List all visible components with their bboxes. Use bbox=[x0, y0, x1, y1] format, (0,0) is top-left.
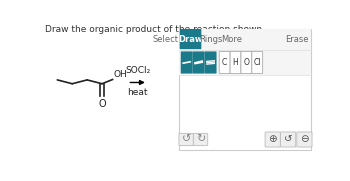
Text: ↻: ↻ bbox=[196, 134, 205, 144]
Text: ↺: ↺ bbox=[284, 134, 293, 144]
Text: Draw: Draw bbox=[178, 35, 203, 44]
Text: SOCl₂: SOCl₂ bbox=[125, 66, 150, 75]
Bar bbox=[179, 50, 311, 75]
FancyBboxPatch shape bbox=[297, 132, 312, 147]
Text: Draw the organic product of the reaction shown.: Draw the organic product of the reaction… bbox=[45, 25, 265, 34]
Text: heat: heat bbox=[127, 88, 148, 97]
Text: Erase: Erase bbox=[285, 35, 309, 44]
Text: O: O bbox=[244, 58, 249, 67]
Text: Rings: Rings bbox=[199, 35, 223, 44]
Bar bbox=[179, 29, 311, 50]
Text: H: H bbox=[233, 58, 238, 67]
Text: C: C bbox=[222, 58, 227, 67]
Text: More: More bbox=[221, 35, 242, 44]
FancyBboxPatch shape bbox=[241, 51, 252, 73]
FancyBboxPatch shape bbox=[179, 133, 193, 146]
FancyBboxPatch shape bbox=[281, 132, 296, 147]
Text: ⊕: ⊕ bbox=[268, 134, 277, 144]
FancyBboxPatch shape bbox=[179, 29, 311, 150]
FancyBboxPatch shape bbox=[193, 51, 205, 73]
FancyBboxPatch shape bbox=[193, 133, 208, 146]
FancyBboxPatch shape bbox=[219, 51, 230, 73]
FancyBboxPatch shape bbox=[230, 51, 241, 73]
Text: Select: Select bbox=[152, 35, 178, 44]
FancyBboxPatch shape bbox=[265, 132, 280, 147]
Text: Cl: Cl bbox=[253, 58, 261, 67]
FancyBboxPatch shape bbox=[180, 29, 201, 49]
Text: OH: OH bbox=[114, 70, 128, 79]
FancyBboxPatch shape bbox=[252, 51, 262, 73]
FancyBboxPatch shape bbox=[205, 51, 217, 73]
FancyBboxPatch shape bbox=[181, 51, 192, 73]
Text: ↺: ↺ bbox=[181, 134, 191, 144]
Text: O: O bbox=[98, 99, 106, 109]
Text: ⊖: ⊖ bbox=[300, 134, 309, 144]
